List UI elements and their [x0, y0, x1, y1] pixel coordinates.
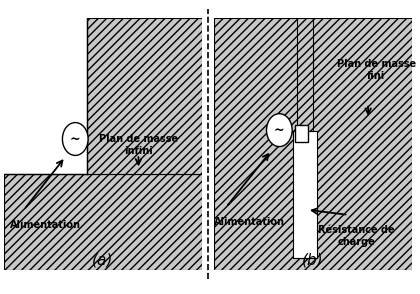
Bar — [293, 131, 317, 258]
Bar — [297, 18, 313, 131]
Bar — [87, 18, 202, 174]
Text: Alimentation: Alimentation — [214, 218, 285, 228]
Text: Plan de masse
fini: Plan de masse fini — [336, 59, 416, 81]
Text: (b): (b) — [302, 253, 324, 268]
Text: ~: ~ — [70, 133, 81, 146]
Bar — [295, 125, 308, 141]
Text: ~: ~ — [274, 124, 285, 137]
Text: Résistance de
charge: Résistance de charge — [318, 225, 395, 247]
Bar — [4, 174, 202, 270]
Text: Plan de masse
infini: Plan de masse infini — [99, 134, 178, 156]
Circle shape — [267, 114, 292, 147]
Text: (a): (a) — [92, 253, 113, 268]
Circle shape — [63, 123, 88, 156]
Text: Alimentation: Alimentation — [10, 220, 81, 230]
